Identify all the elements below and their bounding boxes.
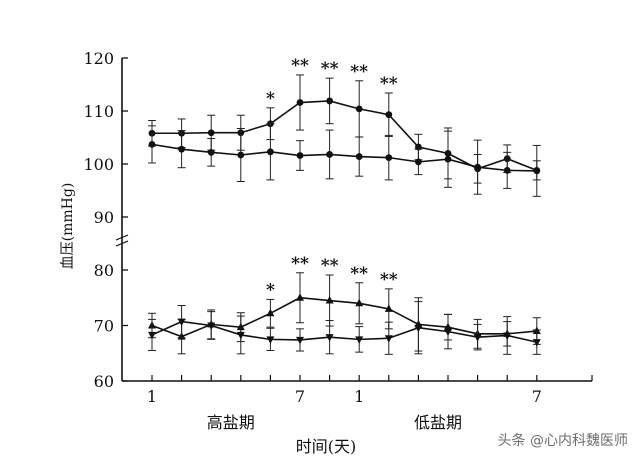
series-4-point bbox=[473, 334, 482, 342]
series-2-line bbox=[151, 143, 537, 172]
y-tick-label: 110 bbox=[83, 102, 114, 121]
x-tick-label: 7 bbox=[295, 387, 305, 406]
series-1-point bbox=[326, 97, 333, 105]
series-2-point bbox=[296, 152, 304, 159]
series-2-point bbox=[355, 153, 363, 160]
series-4-point bbox=[236, 331, 245, 340]
series-4-line bbox=[151, 320, 537, 343]
y-tick-label: 90 bbox=[94, 208, 114, 227]
significance-mark: ** bbox=[350, 264, 368, 284]
series-3-point bbox=[325, 296, 334, 304]
series-1-point bbox=[355, 105, 363, 113]
series-3-point bbox=[266, 308, 275, 317]
series-3-line bbox=[151, 296, 537, 338]
series-4-point bbox=[177, 318, 186, 327]
significance-mark: ** bbox=[321, 59, 339, 79]
series-2-point bbox=[444, 155, 452, 163]
series-4-point bbox=[532, 339, 541, 347]
significance-mark: * bbox=[266, 89, 275, 109]
y-tick-label: 120 bbox=[83, 49, 114, 68]
series-2-point bbox=[326, 151, 333, 158]
series-4-point bbox=[207, 322, 216, 330]
y-tick-label: 60 bbox=[94, 372, 114, 391]
y-tick-label: 70 bbox=[94, 317, 114, 336]
significance-mark: ** bbox=[380, 74, 398, 94]
series-4-point bbox=[355, 336, 364, 344]
significance-mark: ** bbox=[350, 62, 368, 82]
series-4-point bbox=[414, 324, 423, 333]
series-2-point bbox=[178, 145, 186, 153]
series-2-point bbox=[267, 148, 274, 156]
series-4-point bbox=[148, 331, 156, 340]
axis-break-mark bbox=[115, 240, 129, 247]
period-label: 高盐期 bbox=[207, 413, 255, 432]
x-tick-label: 1 bbox=[354, 387, 364, 406]
series-2-point bbox=[415, 158, 422, 166]
series-4-point bbox=[325, 334, 334, 342]
series-1-point bbox=[296, 99, 304, 106]
series-4-point bbox=[266, 336, 275, 344]
series-2-point bbox=[148, 140, 156, 148]
series-2-point bbox=[385, 154, 393, 162]
series-1-point bbox=[385, 111, 393, 119]
x-axis-title: 时间(天) bbox=[296, 437, 357, 456]
period-label: 低盐期 bbox=[414, 413, 462, 432]
significance-mark: ** bbox=[291, 56, 309, 76]
y-tick-label: 80 bbox=[94, 261, 114, 280]
x-tick-label: 1 bbox=[147, 387, 157, 406]
significance-mark: ** bbox=[291, 254, 309, 274]
series-4-point bbox=[503, 332, 512, 340]
significance-mark: ** bbox=[321, 256, 339, 276]
y-axis-title: 血压(mmHg) bbox=[60, 183, 76, 270]
x-tick-label: 7 bbox=[532, 387, 542, 406]
series-3-point bbox=[296, 293, 304, 301]
series-2-point bbox=[237, 151, 245, 159]
series-2-point bbox=[533, 167, 541, 175]
axis-break-mark bbox=[115, 234, 129, 241]
series-4-point bbox=[384, 335, 393, 343]
series-1-point bbox=[207, 129, 215, 137]
series-2-point bbox=[207, 148, 215, 156]
series-3-point bbox=[384, 304, 393, 312]
series-2-point bbox=[503, 166, 511, 174]
series-4-point bbox=[444, 328, 452, 337]
significance-mark: ** bbox=[380, 270, 398, 290]
significance-mark: * bbox=[266, 280, 275, 300]
series-2-point bbox=[474, 163, 481, 171]
series-3-point bbox=[355, 298, 364, 307]
series-4-point bbox=[296, 336, 304, 345]
watermark: 头条 @心内科魏医师 bbox=[497, 433, 628, 449]
y-tick-label: 100 bbox=[83, 155, 114, 174]
